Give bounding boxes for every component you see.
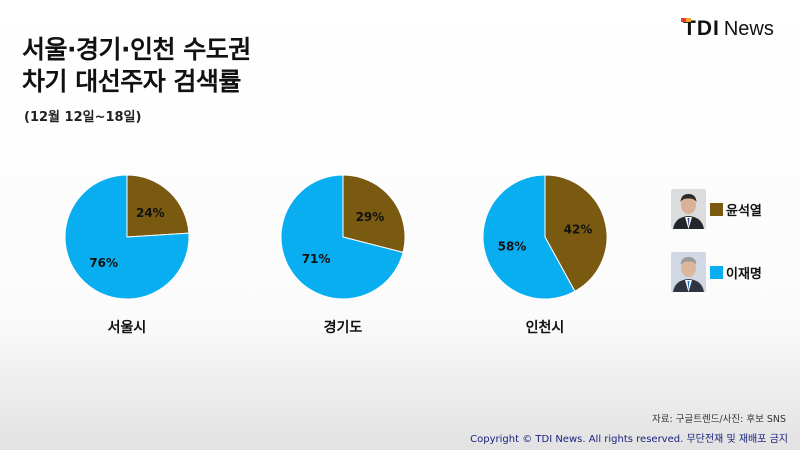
copyright-notice: Copyright © TDI News. All rights reserve… [470,434,788,445]
pie-data-label-2-1: 58% [498,239,527,253]
pie-data-label-0-1: 76% [89,256,118,270]
pie-slice-1-0 [342,174,406,254]
legend-item-yoon: 윤석열 [671,189,762,229]
legend: 윤석열 이재명 [671,189,762,315]
legend-swatch-lee [710,265,723,279]
pie-data-label-1-0: 29% [356,210,385,224]
page-subtitle: (12월 12일~18일) [24,110,142,125]
pie-slice-2-1 [482,174,576,300]
legend-item-lee: 이재명 [671,252,762,292]
legend-label-lee: 이재명 [726,266,762,282]
logo-mark-icon [681,12,691,42]
title-line-1: 서울·경기·인천 수도권 [22,35,251,64]
brand-logo: TDI News [681,12,774,42]
portrait-photo-icon [671,252,706,292]
pie-region-label-2: 인천시 [526,319,565,336]
pie-slice-0-1 [64,174,190,300]
source-credit: 자료: 구글트렌드/사진: 후보 SNS [652,414,786,425]
pie-data-label-1-1: 71% [302,252,331,266]
legend-swatch-yoon [710,202,723,216]
page-title: 서울·경기·인천 수도권 차기 대선주자 검색률 [22,34,251,98]
logo-suffix-text: News [723,17,774,40]
legend-label-yoon: 윤석열 [726,203,762,219]
pie-slice-2-0 [544,174,608,293]
pie-data-label-0-0: 24% [136,206,165,220]
logo-brand-text: TDI [683,17,720,40]
pie-data-label-2-0: 42% [564,223,593,237]
pie-region-label-0: 서울시 [108,319,147,336]
portrait-photo-icon [671,189,706,229]
title-line-2: 차기 대선주자 검색률 [22,67,241,96]
pie-slice-0-0 [126,174,190,238]
pie-slice-1-1 [280,174,404,300]
pie-region-label-1: 경기도 [324,319,363,336]
